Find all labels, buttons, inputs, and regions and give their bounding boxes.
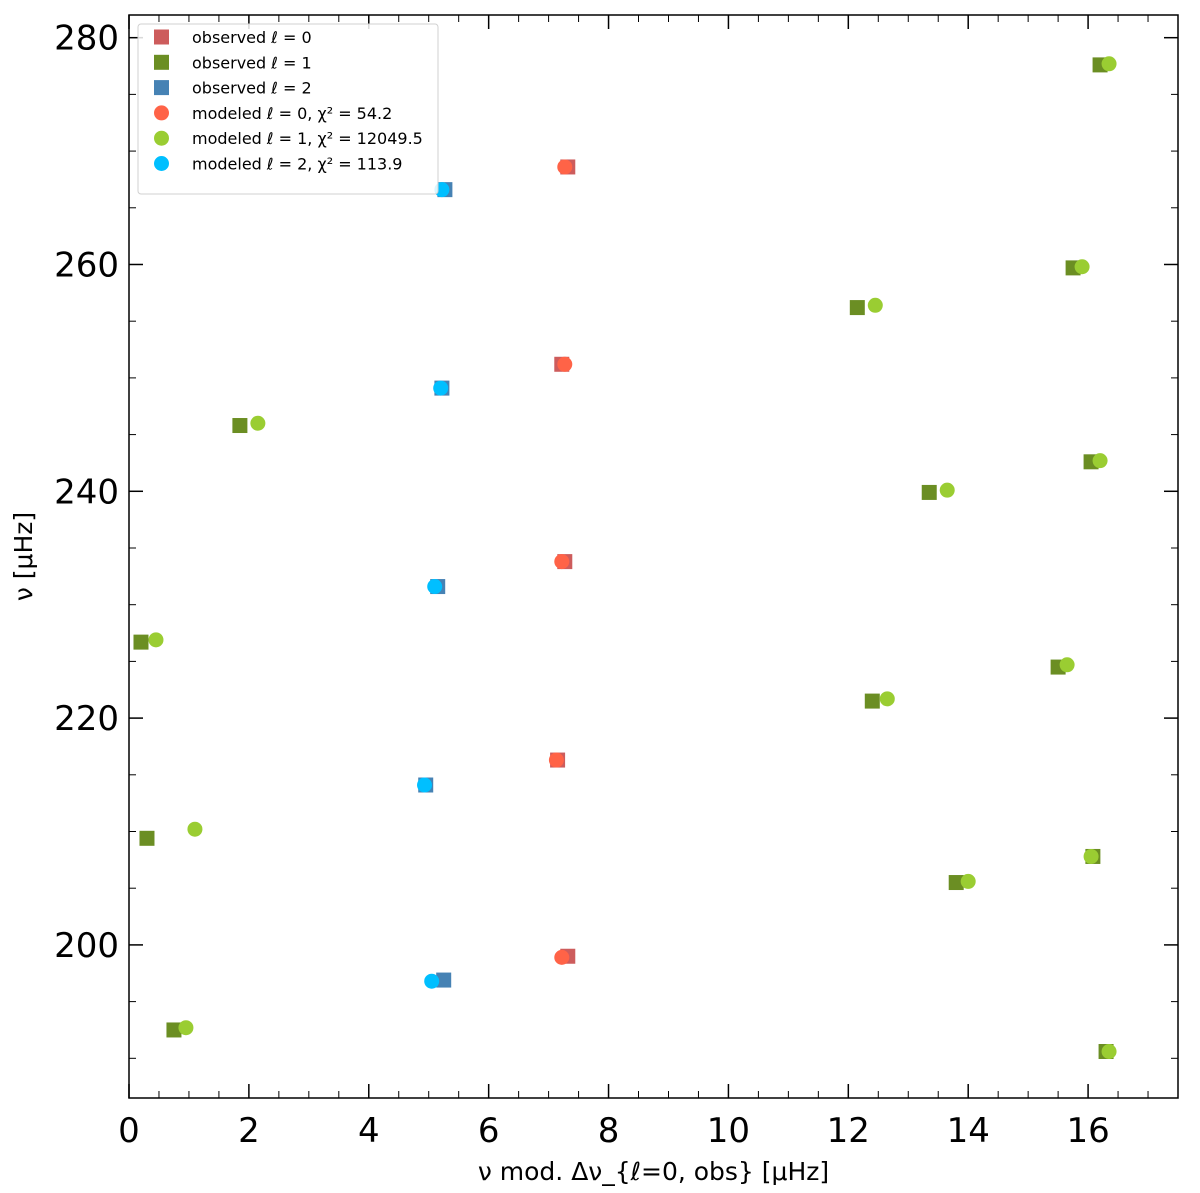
legend-marker [154,80,169,96]
y-axis-label: ν [μHz] [9,512,38,601]
legend-marker [154,156,169,171]
modeled-point [557,356,573,372]
modeled-point [960,873,976,889]
modeled-point [427,579,443,595]
modeled-point [557,159,573,175]
x-tick-label: 6 [478,1111,500,1151]
x-tick-label: 4 [358,1111,380,1151]
modeled-point [424,973,440,989]
data-points [133,56,1117,1060]
observed-point [232,418,248,434]
modeled-point [554,554,570,570]
modeled-point [1083,848,1099,864]
axis-ticks: 0 2 4 6 8 10 12 14 16 200 220 240 260 280 [54,15,1179,1151]
modeled-point [1101,1044,1117,1060]
legend-entry: modeled ℓ = 1, χ² = 12049.5 [192,129,423,148]
modeled-point [433,380,449,396]
x-tick-label: 16 [1066,1111,1109,1151]
modeled-point [187,821,203,837]
observed-point [139,830,155,846]
y-tick-label: 200 [54,926,119,966]
modeled-point [1059,657,1075,673]
modeled-point [1101,56,1117,72]
modeled-point [939,482,955,498]
modeled-point [548,752,564,768]
observed-point [133,634,149,650]
modeled-point [417,777,433,793]
y-tick-label: 260 [54,245,119,285]
legend-entry: modeled ℓ = 2, χ² = 113.9 [192,155,402,174]
x-axis-label: ν mod. Δν_{ℓ=0, obs} [μHz] [478,1157,829,1186]
observed-point [948,875,964,891]
legend-marker [154,130,169,146]
modeled-point [1092,453,1108,469]
observed-point [166,1022,182,1038]
x-tick-label: 12 [827,1111,870,1151]
y-tick-label: 220 [54,699,119,739]
legend-marker [154,105,169,121]
modeled-point [250,415,266,431]
legend-entry: observed ℓ = 0 [192,28,312,47]
x-tick-label: 2 [238,1111,260,1151]
x-tick-label: 14 [947,1111,990,1151]
x-tick-label: 8 [598,1111,620,1151]
modeled-point [879,691,895,707]
observed-point [864,693,880,709]
x-tick-label: 0 [118,1111,140,1151]
y-tick-label: 280 [54,19,119,59]
legend-entry: modeled ℓ = 0, χ² = 54.2 [192,104,392,123]
x-tick-label: 10 [707,1111,750,1151]
modeled-point [1074,259,1090,275]
observed-point [436,972,452,988]
modeled-point [867,297,883,313]
observed-point [921,484,937,500]
legend-entry: observed ℓ = 2 [192,79,312,98]
legend-entry: observed ℓ = 1 [192,53,312,72]
legend-box [137,23,439,195]
observed-point [849,300,865,316]
modeled-point [554,949,570,965]
y-tick-label: 240 [54,472,119,512]
modeled-point [178,1020,194,1036]
legend-marker [154,29,169,45]
plot-frame [128,14,1179,1099]
modeled-point [148,632,164,648]
legend: observed ℓ = 0 observed ℓ = 1 observed ℓ =… [137,23,439,195]
legend-marker [154,54,169,70]
